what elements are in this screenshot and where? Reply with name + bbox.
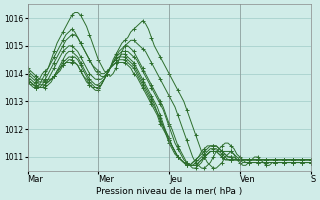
X-axis label: Pression niveau de la mer( hPa ): Pression niveau de la mer( hPa ) xyxy=(96,187,242,196)
